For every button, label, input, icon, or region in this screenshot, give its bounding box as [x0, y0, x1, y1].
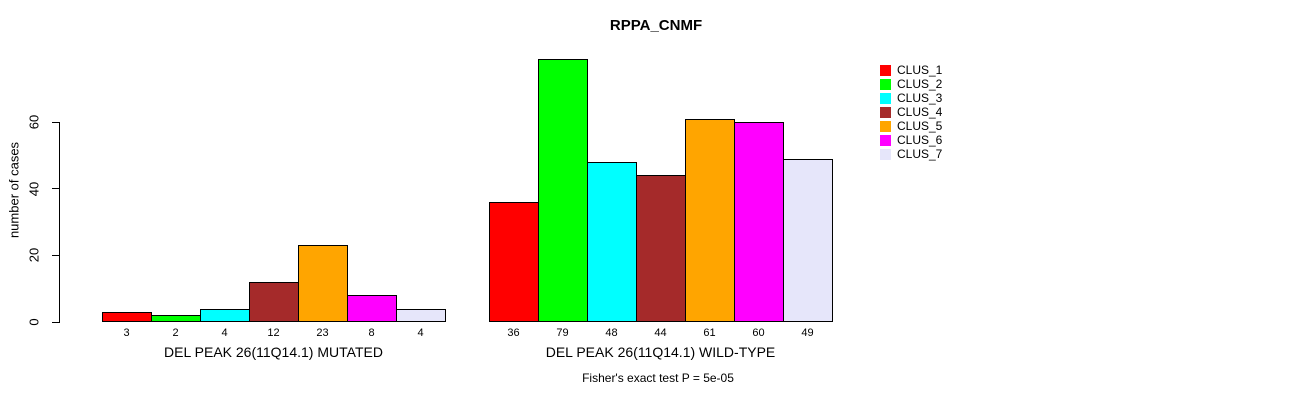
bar [783, 159, 833, 322]
bar [102, 312, 152, 322]
fisher-test-annotation: Fisher's exact test P = 5e-05 [582, 371, 734, 385]
bar [636, 175, 686, 322]
y-tick-mark [52, 254, 59, 256]
legend-swatch [880, 148, 891, 160]
legend-item: CLUS_3 [880, 91, 942, 105]
bar-value-label: 23 [316, 327, 329, 339]
legend-item: CLUS_4 [880, 105, 942, 119]
legend-label: CLUS_4 [897, 105, 943, 119]
legend-swatch [880, 64, 891, 76]
y-tick-label: 60 [26, 114, 42, 130]
legend-label: CLUS_6 [897, 133, 943, 147]
chart-title: RPPA_CNMF [609, 17, 703, 34]
y-axis-line [59, 122, 60, 323]
bar [396, 309, 446, 322]
legend-item: CLUS_7 [880, 147, 942, 161]
legend-label: CLUS_1 [897, 63, 943, 77]
y-axis-title: number of cases [6, 141, 22, 239]
bar [298, 245, 348, 322]
legend-item: CLUS_5 [880, 119, 942, 133]
bar [734, 122, 784, 322]
bar-value-label: 4 [417, 327, 424, 339]
legend-label: CLUS_7 [897, 147, 943, 161]
bar [200, 309, 250, 322]
legend-item: CLUS_2 [880, 77, 942, 91]
y-tick-mark [52, 121, 59, 123]
bar-value-label: 8 [368, 327, 375, 339]
y-tick-label: 0 [26, 318, 42, 326]
bar-value-label: 48 [605, 327, 618, 339]
bar [538, 59, 588, 322]
group-label: DEL PEAK 26(11Q14.1) MUTATED [164, 344, 383, 360]
legend-swatch [880, 92, 891, 104]
y-tick-label: 40 [26, 181, 42, 196]
y-tick-mark [52, 321, 59, 323]
legend-swatch [880, 120, 891, 132]
legend-swatch [880, 78, 891, 90]
legend-item: CLUS_1 [880, 63, 942, 77]
bar [587, 162, 637, 322]
bar-value-label: 44 [654, 327, 667, 339]
bar-value-label: 61 [703, 327, 716, 339]
bar [249, 282, 299, 322]
legend-label: CLUS_5 [897, 119, 943, 133]
y-tick-mark [52, 188, 59, 190]
y-tick-label: 20 [26, 248, 42, 263]
group-label: DEL PEAK 26(11Q14.1) WILD-TYPE [545, 344, 776, 360]
legend: CLUS_1 CLUS_2 CLUS_3 CLUS_4 CLUS_5 CLUS_6 CLUS… [880, 63, 942, 161]
bar-value-label: 79 [556, 327, 569, 339]
bar [489, 202, 539, 322]
bar-value-label: 49 [801, 327, 814, 339]
bar-value-label: 36 [507, 327, 520, 339]
bar-value-label: 2 [172, 327, 179, 339]
bar [347, 295, 397, 322]
bar-value-label: 4 [221, 327, 228, 339]
bar-value-label: 60 [752, 327, 765, 339]
bar-value-label: 12 [267, 327, 280, 339]
legend-swatch [880, 134, 891, 146]
legend-label: CLUS_2 [897, 77, 943, 91]
legend-item: CLUS_6 [880, 133, 942, 147]
legend-label: CLUS_3 [897, 91, 943, 105]
bar-value-label: 3 [123, 327, 130, 339]
bar [685, 119, 735, 322]
bar [151, 315, 201, 322]
legend-swatch [880, 106, 891, 118]
